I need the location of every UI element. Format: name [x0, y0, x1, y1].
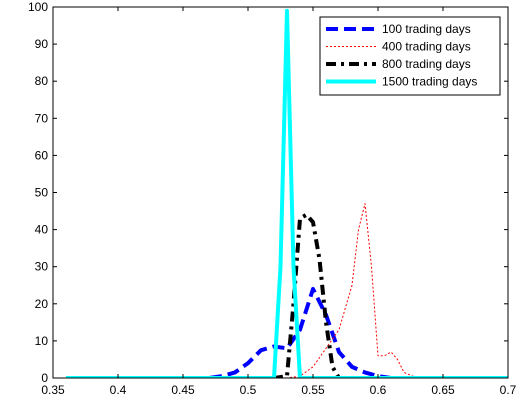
- series-line-2: [66, 203, 508, 378]
- y-tick-label: 60: [35, 148, 49, 162]
- tick-labels: 0.35 0.4 0.45 0.5 0.55 0.6 0.65 0.7 0 10 20 30 40 50 6…: [28, 0, 517, 397]
- legend: 100 trading days 400 trading days 800 trad…: [319, 16, 501, 96]
- x-tick-label: 0.5: [240, 383, 257, 397]
- y-tick-label: 70: [35, 111, 49, 125]
- x-tick-label: 0.35: [41, 383, 65, 397]
- x-tick-label: 0.4: [110, 383, 127, 397]
- x-tick-label: 0.55: [301, 383, 325, 397]
- y-tick-label: 100: [28, 0, 48, 14]
- y-tick-label: 40: [35, 223, 49, 237]
- y-tick-label: 30: [35, 260, 49, 274]
- y-tick-label: 90: [35, 37, 49, 51]
- x-tick-label: 0.65: [431, 383, 455, 397]
- legend-label-3: 800 trading days: [382, 57, 471, 71]
- y-tick-label: 80: [35, 74, 49, 88]
- series-line-4: [66, 8, 508, 378]
- y-tick-label: 50: [35, 186, 49, 200]
- y-tick-label: 10: [35, 334, 49, 348]
- ticks-layer: [52, 6, 509, 379]
- series-line-3: [66, 212, 508, 378]
- y-tick-label: 20: [35, 297, 49, 311]
- x-tick-label: 0.6: [370, 383, 387, 397]
- legend-label-2: 400 trading days: [382, 40, 471, 54]
- y-tick-label: 0: [41, 371, 48, 385]
- x-tick-label: 0.7: [500, 383, 517, 397]
- series-line-1: [66, 286, 508, 378]
- series-layer: [66, 8, 508, 378]
- legend-label-4: 1500 trading days: [382, 75, 477, 89]
- legend-label-1: 100 trading days: [382, 22, 471, 36]
- x-tick-label: 0.45: [171, 383, 195, 397]
